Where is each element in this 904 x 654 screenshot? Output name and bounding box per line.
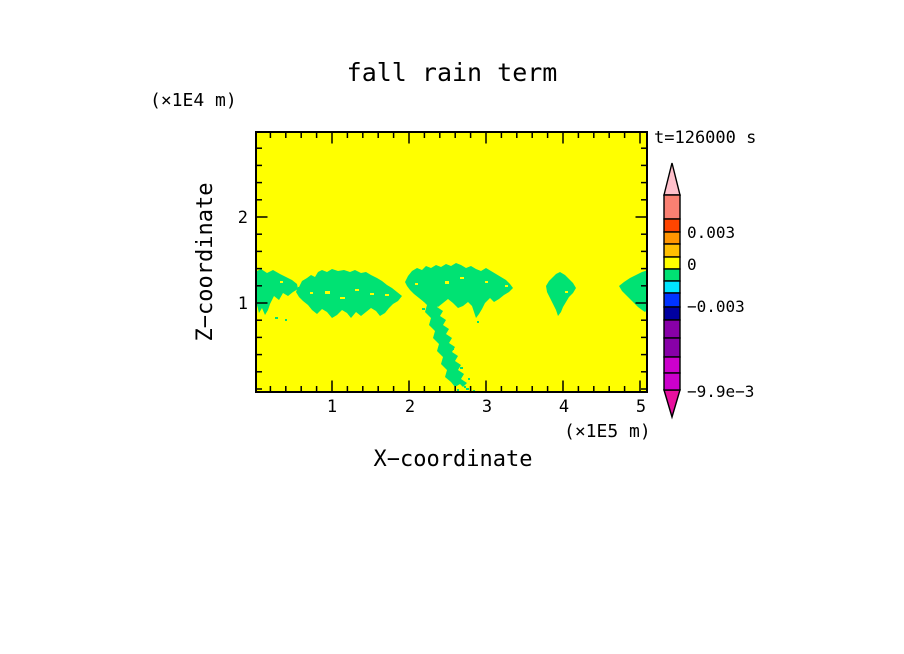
z-tick-label-2: 2 [237,208,248,228]
yellow-hole [485,281,488,283]
green-speckle [457,389,459,391]
z-axis-label: Z−coordinate [193,182,218,342]
green-speckle [466,388,469,390]
axis-ticks [256,132,647,392]
plot-frame [255,131,648,393]
colorbar-segment [663,231,681,245]
yellow-hole [340,297,345,299]
x-tick-label-4: 4 [558,397,570,417]
yellow-hole [415,283,418,285]
colorbar-segment [663,256,681,270]
colorbar-segment [663,268,681,282]
x-tick-label-1: 1 [326,397,338,417]
yellow-hole [565,291,568,293]
green-blob-central-patch [405,263,513,318]
colorbar-segment [663,372,681,391]
yellow-hole [385,294,389,296]
yellow-hole [280,281,283,283]
green-speckle [451,347,454,350]
green-speckle [460,367,463,369]
x-tick-label-5: 5 [635,397,647,417]
colorbar-segment [663,194,681,220]
x-axis-unit-label: (×1E5 m) [564,421,651,442]
colorbar-label-neg0003: −0.003 [687,297,745,316]
colorbar-segment [663,292,681,308]
colorbar [663,162,681,420]
plot-title: fall rain term [346,58,558,87]
yellow-hole [445,281,449,284]
colorbar-segment [663,306,681,321]
yellow-hole [370,293,374,295]
colorbar-segment [663,243,681,258]
green-speckle [285,319,287,321]
colorbar-segment [663,319,681,339]
green-speckle [468,378,470,380]
green-blob-descending-streak [422,294,467,387]
green-speckle [275,317,278,319]
colorbar-label-neg99e3: −9.9e−3 [687,382,755,401]
heatmap-plot-area [255,131,648,393]
green-speckle [422,308,425,310]
time-annotation: t=126000 s [654,128,757,148]
colorbar-label-0: 0 [687,255,697,274]
green-negative-regions [255,263,648,392]
yellow-hole [460,277,464,279]
green-blob-large-west-patch [296,269,402,318]
z-axis-unit-label: (×1E4 m) [150,90,237,111]
green-blob-right-edge-patch [619,270,648,312]
colorbar-arrow-bottom [663,389,681,420]
z-tick-label-1: 1 [237,294,248,314]
green-speckle [477,321,479,323]
colorbar-segment [663,337,681,358]
colorbar-arrow-top [663,162,681,196]
colorbar-label-0003: 0.003 [687,223,736,242]
x-axis-label: X−coordinate [373,447,533,472]
green-blob-diamond-patch [546,272,576,316]
colorbar-segment [663,218,681,233]
yellow-hole [310,292,313,294]
green-speckle [460,381,463,384]
yellow-hole [505,285,508,287]
yellow-hole [325,291,330,294]
green-speckle [464,386,466,388]
yellow-hole [355,289,359,291]
colorbar-segment [663,280,681,294]
x-tick-label-2: 2 [404,397,416,417]
x-tick-label-3: 3 [481,397,493,417]
colorbar-segment [663,356,681,374]
